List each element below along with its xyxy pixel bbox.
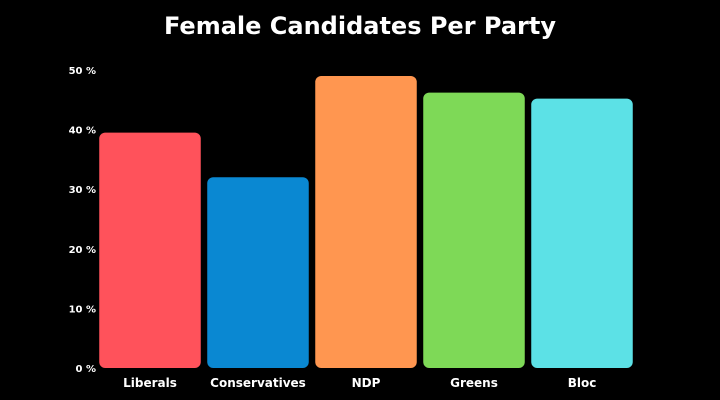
bars [99, 75, 633, 369]
x-tick-label-ndp: NDP [352, 376, 381, 390]
y-tick-label: 0 % [76, 364, 96, 375]
y-tick-label: 30 % [69, 185, 96, 196]
x-tick-label-conservatives: Conservatives [210, 376, 306, 390]
bar-ndp [315, 75, 417, 369]
bar-greens [423, 92, 525, 368]
x-tick-label-liberals: Liberals [123, 376, 177, 390]
chart-title: Female Candidates Per Party [164, 12, 556, 40]
y-tick-label: 50 % [69, 66, 96, 77]
x-tick-label-greens: Greens [450, 376, 498, 390]
bar-liberals [99, 132, 201, 368]
bar-bloc [531, 98, 633, 368]
y-tick-label: 20 % [69, 245, 96, 256]
x-tick-label-bloc: Bloc [568, 376, 597, 390]
bar-conservatives [207, 177, 309, 368]
y-tick-label: 10 % [69, 304, 96, 315]
y-tick-label: 40 % [69, 126, 96, 137]
x-axis-labels: Liberals Conservatives NDP Greens Bloc [123, 376, 596, 390]
y-axis-ticks: 0 % 10 % 20 % 30 % 40 % 50 % [69, 66, 96, 375]
